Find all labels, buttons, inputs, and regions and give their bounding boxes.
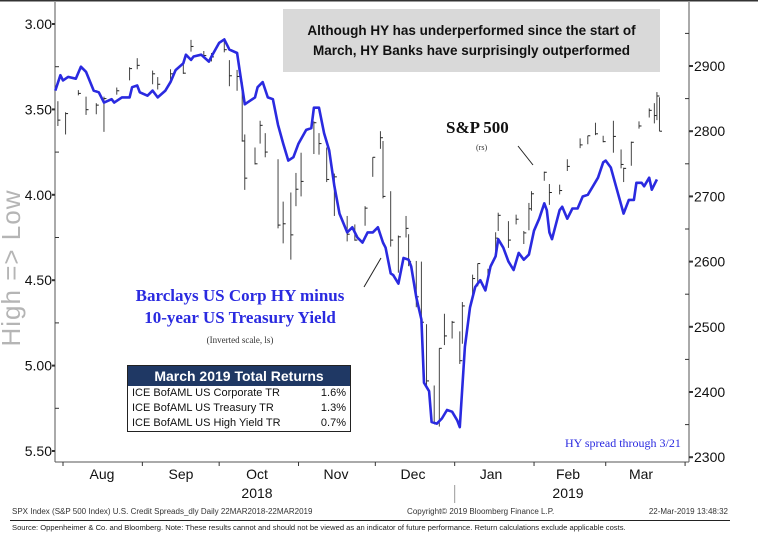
title-line-2: March, HY Banks have surprisingly outper…	[312, 42, 631, 58]
title-line-1: Although HY has underperformed since the…	[307, 22, 636, 38]
hy-spread-line	[54, 38, 659, 429]
left-axis-tick-label: 5.50	[25, 443, 52, 459]
month-label-feb: Feb	[555, 466, 581, 482]
left-axis-tick-label: 5.00	[25, 358, 52, 374]
sp500-label: S&P 500	[446, 118, 509, 137]
year-label-2019: 2019	[552, 485, 584, 501]
sp500-pointer-line	[517, 145, 534, 166]
row-label: ICE BofAML US Treasury TR	[132, 402, 274, 414]
hy-through-note: HY spread through 3/21	[565, 436, 681, 450]
month-label-dec: Dec	[400, 466, 426, 482]
table-row: ICE BofAML US Treasury TR 1.3%	[128, 401, 350, 416]
month-label-mar: Mar	[628, 466, 654, 482]
footer-copyright: Copyright© 2019 Bloomberg Finance L.P.	[407, 507, 555, 516]
right-axis-tick-label: 2700	[694, 188, 725, 204]
footer-divider	[10, 520, 730, 521]
footer-timestamp: 22-Mar-2019 13:48:32	[648, 507, 728, 516]
right-axis-tick-label: 2900	[694, 58, 725, 74]
table-row: ICE BofAML US High Yield TR 0.7%	[128, 416, 350, 431]
returns-table: March 2019 Total Returns ICE BofAML US C…	[127, 365, 351, 432]
left-axis-tick-label: 3.00	[25, 16, 52, 32]
month-label-aug: Aug	[89, 466, 115, 482]
left-axis-label: High => Low	[0, 189, 26, 347]
right-axis-tick-label: 2400	[694, 384, 725, 400]
hy-pointer-line	[363, 257, 382, 288]
table-row: ICE BofAML US Corporate TR 1.6%	[128, 386, 350, 401]
sp500-axis-note: (rs)	[476, 143, 488, 152]
left-axis-tick-label: 3.50	[25, 101, 52, 117]
returns-table-title: March 2019 Total Returns	[128, 366, 350, 386]
chart-title-box: Although HY has underperformed since the…	[283, 9, 660, 72]
hy-spread-label: Barclays US Corp HY minus 10-year US Tre…	[136, 285, 345, 329]
left-axis-tick-label: 4.00	[25, 187, 52, 203]
right-axis-tick-label: 2500	[694, 319, 725, 335]
month-label-oct: Oct	[246, 466, 268, 482]
right-axis-tick-label: 2800	[694, 123, 725, 139]
hy-axis-note: (Inverted scale, ls)	[206, 335, 274, 345]
right-axis-tick-label: 2300	[694, 449, 725, 465]
year-label-2018: 2018	[241, 485, 273, 501]
hy-label-line-1: Barclays US Corp HY minus	[135, 286, 345, 305]
bloomberg-footer: SPX Index (S&P 500 Index) U.S. Credit Sp…	[12, 507, 728, 516]
row-value: 1.3%	[320, 402, 346, 414]
left-axis-tick-label: 4.50	[25, 272, 52, 288]
row-value: 1.6%	[320, 387, 346, 399]
row-value: 0.7%	[320, 417, 346, 429]
source-note: Source: Oppenheimer & Co. and Bloomberg.…	[12, 523, 626, 532]
right-axis-tick-label: 2600	[694, 254, 725, 270]
month-label-sep: Sep	[168, 466, 194, 482]
row-label: ICE BofAML US Corporate TR	[132, 387, 280, 399]
month-label-nov: Nov	[323, 466, 349, 482]
month-label-jan: Jan	[479, 466, 503, 482]
footer-ticker: SPX Index (S&P 500 Index) U.S. Credit Sp…	[12, 507, 313, 516]
hy-label-line-2: 10-year US Treasury Yield	[144, 308, 336, 327]
row-label: ICE BofAML US High Yield TR	[132, 417, 281, 429]
